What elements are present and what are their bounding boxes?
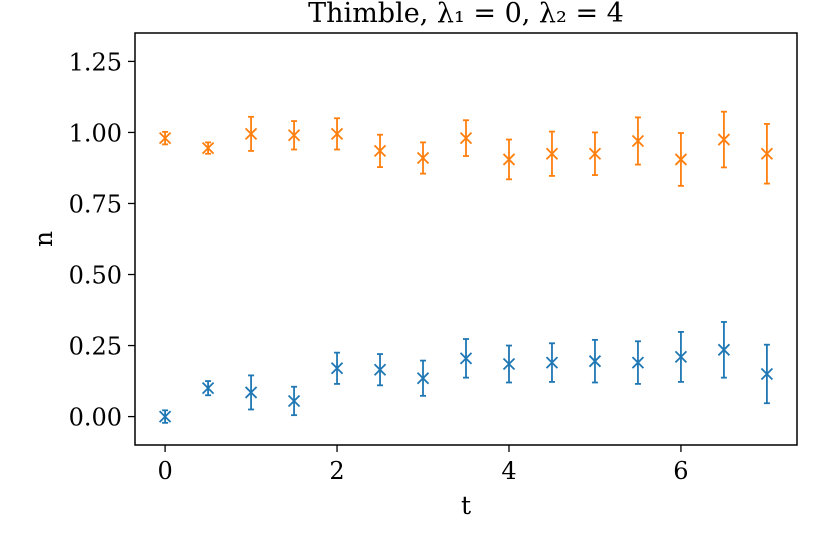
data-point-x-marker [717, 343, 731, 356]
series-2 [158, 110, 774, 187]
data-point-x-marker [631, 134, 645, 148]
x-tick-label: 2 [329, 457, 344, 485]
data-point-x-marker [545, 147, 559, 160]
y-tick-label: 1.25 [69, 48, 122, 76]
data-point-x-marker [502, 357, 516, 371]
data-point-x-marker [287, 129, 301, 142]
data-point-x-marker [674, 153, 688, 166]
chart-title-text: Thimble, λ₁ = 0, λ₂ = 4 [308, 0, 624, 29]
y-tick-label: 0.00 [69, 404, 122, 432]
data-point-x-marker [459, 131, 473, 145]
series-1 [158, 321, 774, 424]
data-point-x-marker [631, 356, 645, 369]
y-axis-ticks: 0.00 0.25 0.50 0.75 1.00 1.25 [69, 48, 135, 432]
data-point-x-marker [287, 394, 301, 408]
y-tick-label: 0.50 [69, 262, 122, 290]
data-point-x-marker [760, 367, 774, 381]
y-tick-label: 0.75 [69, 190, 122, 218]
data-point-x-marker [373, 363, 387, 376]
data-point-x-marker [588, 147, 602, 160]
data-point-x-marker [545, 356, 559, 369]
data-point-x-marker [459, 352, 473, 365]
x-axis-label: t [461, 491, 471, 520]
data-point-x-marker [244, 386, 258, 399]
data-point-x-marker [330, 127, 344, 141]
data-point-x-marker [158, 131, 172, 145]
x-axis-ticks: 0 2 4 6 [157, 445, 689, 485]
x-tick-label: 4 [501, 457, 516, 485]
data-point-x-marker [373, 144, 387, 158]
data-point-x-marker [244, 127, 258, 141]
y-axis-label: n [29, 231, 58, 247]
data-point-x-marker [674, 350, 688, 364]
data-point-x-marker [502, 153, 516, 166]
series-layer [158, 110, 774, 424]
y-tick-label: 0.25 [69, 333, 122, 361]
data-point-x-marker [588, 355, 602, 368]
data-point-x-marker [760, 147, 774, 160]
data-point-x-marker [717, 133, 731, 146]
x-tick-label: 0 [157, 457, 172, 485]
y-tick-label: 1.00 [69, 119, 122, 147]
data-point-x-marker [201, 141, 215, 155]
plot-area-frame [134, 32, 798, 446]
data-point-x-marker [330, 362, 344, 375]
data-point-x-marker [158, 410, 172, 423]
data-point-x-marker [416, 151, 430, 165]
data-point-x-marker [416, 372, 430, 385]
x-tick-label: 6 [673, 457, 688, 485]
data-point-x-marker [201, 382, 215, 395]
chart-title: Thimble, λ₁ = 0, λ₂ = 4 [308, 0, 624, 29]
